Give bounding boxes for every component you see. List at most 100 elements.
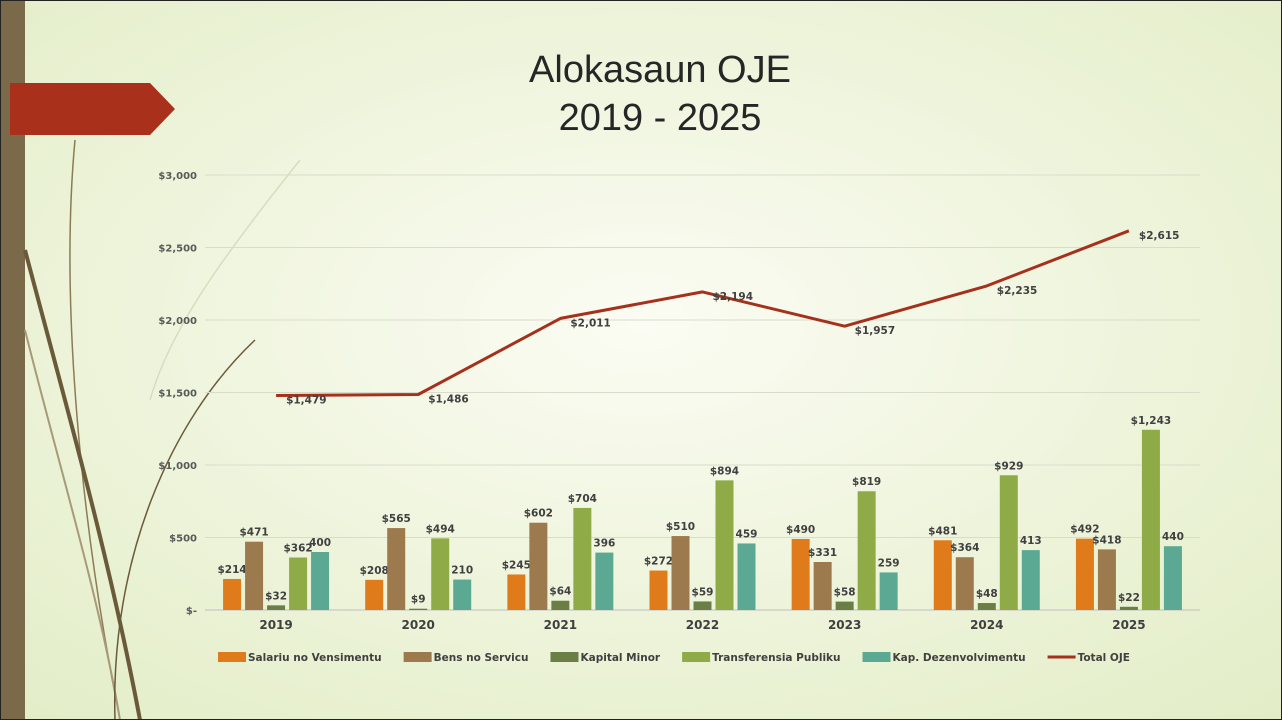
data-label: $2,615 [1139,230,1180,242]
data-label: $494 [426,523,455,535]
data-label: $362 [283,543,312,555]
data-label: $245 [502,559,531,571]
legend-label: Kapital Minor [580,652,660,664]
y-tick-label: $2,500 [158,244,197,255]
legend-swatch [682,652,711,662]
data-label: 459 [736,528,758,540]
x-tick-label: 2019 [259,618,292,632]
x-tick-label: 2022 [686,618,719,632]
bar [1021,550,1040,610]
bar [529,522,548,610]
data-label: $364 [950,542,979,554]
bar [933,540,952,610]
chart-subtitle: 2019 - 2025 [559,97,762,139]
x-tick-label: 2021 [544,618,577,632]
bar [1119,606,1138,610]
data-label: $48 [976,588,998,600]
data-label: $481 [928,525,957,537]
data-label: $471 [239,527,268,539]
decor-curves [23,139,301,720]
data-label: $208 [360,565,389,577]
line [276,229,1130,397]
data-label: $272 [644,556,673,568]
bar [955,557,974,610]
legend-label: Kap. Dezenvolvimentu [893,652,1026,664]
legend-swatch [550,652,579,662]
y-tick-label: $2,000 [158,316,197,327]
bar [1141,429,1160,610]
bar [857,491,876,610]
bar [835,601,854,610]
legend-label: Transferensia Publiku [712,652,840,664]
legend-swatch [403,652,432,662]
data-label: $602 [524,508,553,520]
data-label: $565 [382,513,411,525]
y-tick-label: $3,000 [158,171,197,182]
bar [879,572,898,610]
data-label: $214 [217,564,246,576]
bar [737,543,756,610]
data-label: $418 [1092,534,1121,546]
bar [649,570,668,610]
bar [693,601,712,610]
bar [311,552,330,610]
bar [223,578,242,610]
data-label: 400 [309,537,331,549]
title-marker [10,83,175,135]
x-tick-label: 2023 [828,618,861,632]
bar [409,608,428,610]
y-tick-label: $1,500 [158,389,197,400]
bar [365,579,384,610]
legend-label: Salariu no Vensimentu [248,652,382,664]
bar [267,605,286,610]
data-label: $59 [692,586,714,598]
bar [1097,549,1116,610]
bar [245,541,264,610]
bar [453,579,472,610]
data-label: $510 [666,521,695,533]
data-label: $58 [834,587,856,599]
bar [791,538,810,610]
data-label: $1,479 [286,395,327,407]
x-tick-label: 2025 [1112,618,1145,632]
x-tick-label: 2020 [402,618,435,632]
data-label: $331 [808,547,837,559]
data-label: $2,194 [713,291,754,303]
bar [595,552,614,610]
data-label: $704 [568,493,597,505]
bar [999,475,1018,610]
data-label: $819 [852,476,881,488]
data-label: $1,243 [1131,415,1172,427]
data-label: 396 [593,538,615,550]
bar [551,600,570,610]
bar [813,562,832,610]
data-label: $490 [786,524,815,536]
y-tick-label: $1,000 [158,461,197,472]
data-label: $64 [549,586,571,598]
y-tick-label: $- [186,606,197,617]
data-label: $492 [1070,524,1099,536]
y-tick-label: $500 [169,534,197,545]
bar [573,507,592,610]
chart-title: Alokasaun OJE [529,49,791,91]
data-label: $2,011 [570,317,611,329]
bar [715,480,734,610]
legend-swatch [862,652,891,662]
data-label: 413 [1020,535,1042,547]
data-label: $32 [265,590,287,602]
bar [387,528,406,610]
legend-swatch [218,652,246,662]
bar [431,538,450,610]
legend-label: Bens no Servicu [434,652,529,664]
bar [507,574,526,610]
data-label: $22 [1118,592,1140,604]
data-label: 259 [878,557,900,569]
bar [671,536,690,610]
bar [289,557,308,610]
data-label: $929 [994,460,1023,472]
data-label: $2,235 [997,285,1038,297]
data-label: 210 [451,565,473,577]
bar [1163,546,1182,610]
